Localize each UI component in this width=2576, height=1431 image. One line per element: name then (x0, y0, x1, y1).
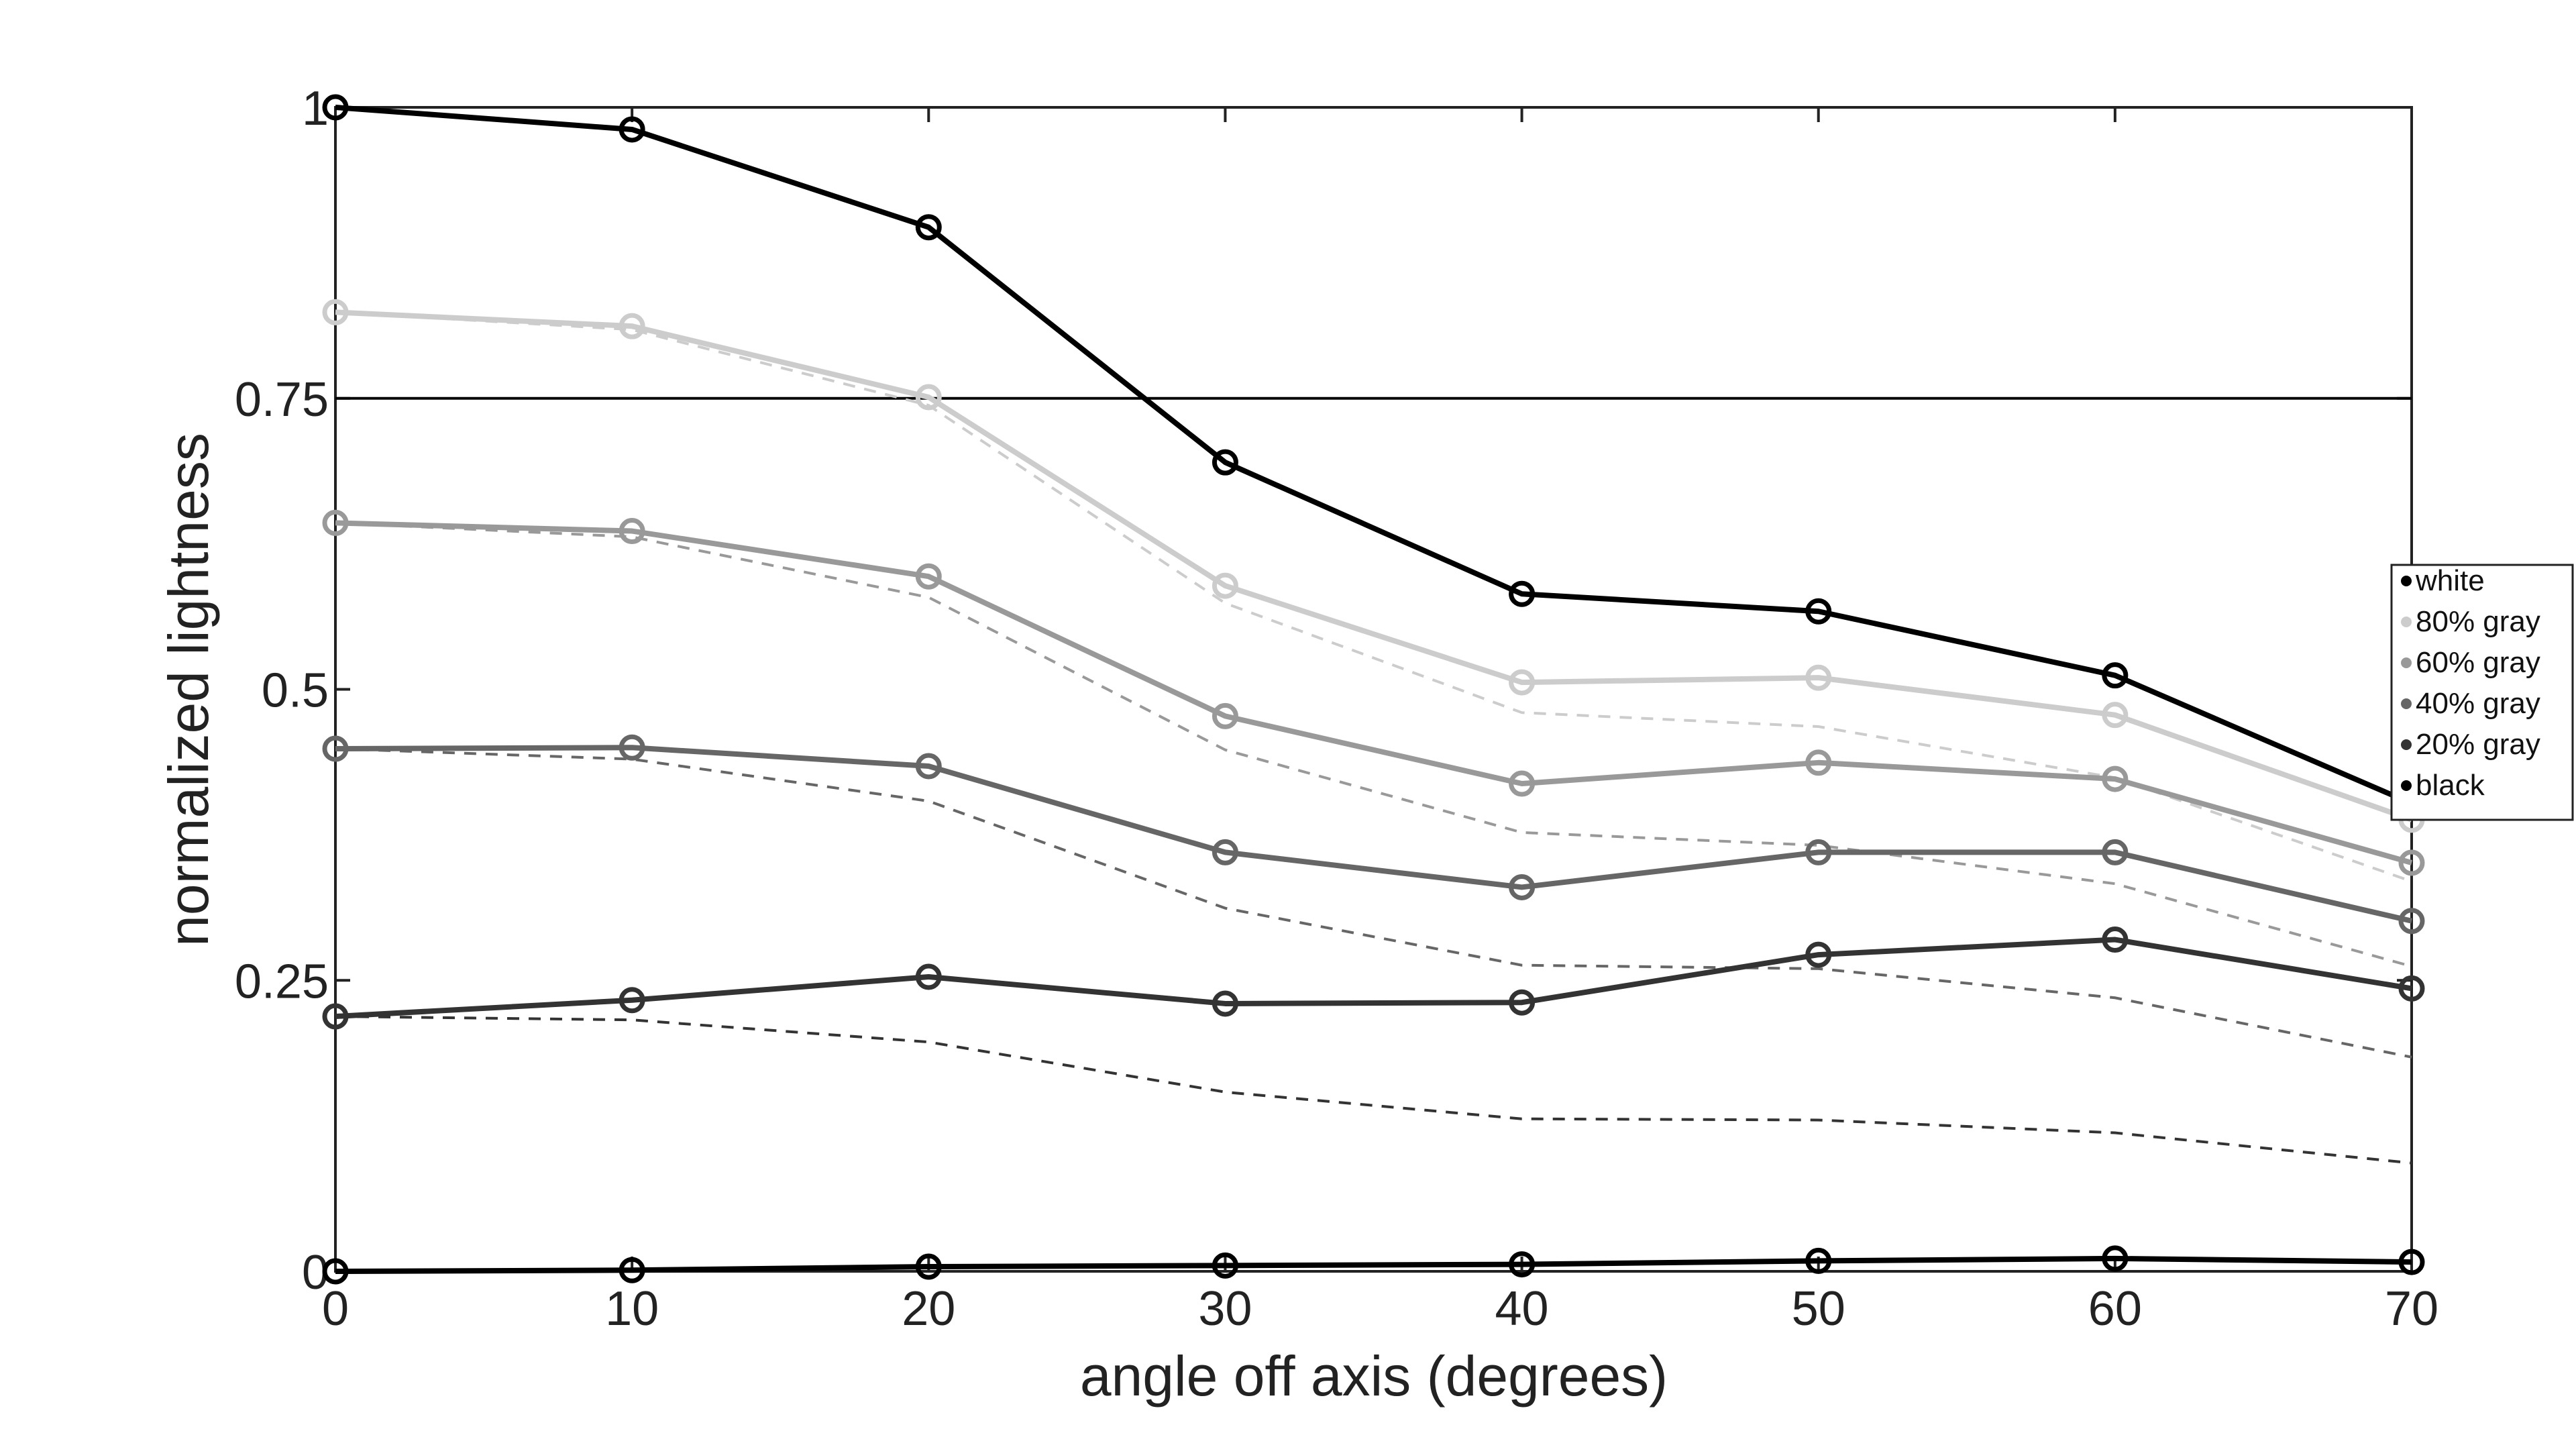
x-tick-label: 70 (2385, 1282, 2438, 1336)
data-point (2398, 908, 2425, 935)
series-group (322, 509, 2425, 876)
data-point (1805, 664, 1832, 691)
data-point (619, 116, 645, 143)
data-point (1805, 1247, 1832, 1274)
legend-label: 80% gray (2416, 605, 2540, 638)
data-point (1212, 1252, 1238, 1279)
data-point (2398, 1249, 2425, 1275)
data-point (915, 1253, 942, 1280)
x-axis-ticks: 0 10 20 30 40 50 60 70 (322, 107, 2438, 1336)
data-point (1805, 598, 1832, 625)
data-point (1509, 1251, 1536, 1278)
y-tick-label: 0.25 (235, 955, 329, 1008)
plot-area (334, 106, 2413, 1273)
series-line (335, 1255, 2412, 1274)
data-point (915, 384, 942, 411)
data-point (322, 94, 349, 121)
data-point (915, 563, 942, 590)
series-group (322, 734, 2425, 935)
data-point (619, 987, 645, 1014)
data-point (1212, 990, 1238, 1017)
data-point (1509, 580, 1536, 607)
x-tick-label: 20 (902, 1282, 955, 1336)
data-point (1212, 702, 1238, 729)
legend-marker (2401, 657, 2412, 668)
data-point (322, 735, 349, 762)
data-point (1805, 749, 1832, 776)
legend-label: 60% gray (2416, 646, 2540, 679)
data-point (619, 518, 645, 545)
series-line (335, 745, 2412, 924)
legend-label: white (2415, 564, 2485, 597)
dashed-series (335, 311, 2412, 1165)
data-point (2102, 702, 2129, 729)
data-point (619, 734, 645, 761)
x-tick-label: 40 (1495, 1282, 1549, 1336)
x-tick-label: 10 (605, 1282, 659, 1336)
x-tick-label: 60 (2088, 1282, 2142, 1336)
series-group (322, 1245, 2425, 1285)
data-point (322, 1003, 349, 1030)
legend-marker (2401, 698, 2412, 709)
legend-label: black (2416, 769, 2485, 802)
data-point (1509, 873, 1536, 900)
data-series (322, 94, 2425, 1285)
series-line (335, 520, 2413, 865)
data-point (1509, 669, 1536, 696)
y-axis-label: normalized lightness (157, 433, 220, 947)
data-point (619, 313, 645, 339)
data-point (2398, 975, 2425, 1002)
data-point (1805, 941, 1832, 968)
x-axis-label: angle off axis (degrees) (1080, 1344, 1668, 1408)
y-tick-label: 0.75 (235, 373, 329, 427)
legend: white 80% gray 60% gray 40% gray 20% gray bla… (2390, 564, 2574, 821)
dashed-reference-line (335, 311, 2412, 883)
data-point (1509, 989, 1536, 1016)
y-tick-label: 0.5 (262, 664, 329, 718)
data-point (915, 753, 942, 780)
data-point (2102, 926, 2129, 953)
legend-label: 40% gray (2416, 687, 2540, 720)
data-point (1212, 572, 1238, 599)
dashed-reference-line (335, 1015, 2412, 1165)
data-point (619, 1257, 645, 1283)
legend-marker (2401, 780, 2412, 791)
legend-marker (2401, 739, 2412, 750)
x-tick-label: 0 (322, 1282, 349, 1336)
series-group (322, 299, 2425, 833)
data-point (1805, 839, 1832, 865)
legend-marker (2401, 576, 2412, 586)
data-point (915, 963, 942, 990)
series-group (322, 926, 2425, 1030)
series-line (335, 105, 2413, 806)
series-line (335, 937, 2412, 1020)
data-point (1509, 770, 1536, 797)
data-point (2102, 662, 2129, 689)
data-point (2102, 1245, 2129, 1272)
dashed-reference-line (335, 521, 2412, 968)
data-point (322, 299, 349, 325)
data-point (2398, 849, 2425, 876)
dashed-reference-line (335, 747, 2412, 1059)
data-point (915, 214, 942, 241)
data-point (2102, 839, 2129, 865)
x-tick-label: 50 (1792, 1282, 1845, 1336)
data-point (322, 1258, 349, 1285)
data-point (2102, 765, 2129, 792)
data-point (322, 509, 349, 536)
series-line (335, 309, 2413, 823)
data-point (1212, 449, 1238, 476)
y-axis-ticks: 00.250.50.751 (235, 82, 2412, 1300)
legend-label: 20% gray (2416, 728, 2540, 761)
x-tick-label: 30 (1198, 1282, 1252, 1336)
data-point (1212, 839, 1238, 865)
legend-marker (2401, 617, 2412, 627)
legend-box (2390, 564, 2574, 821)
